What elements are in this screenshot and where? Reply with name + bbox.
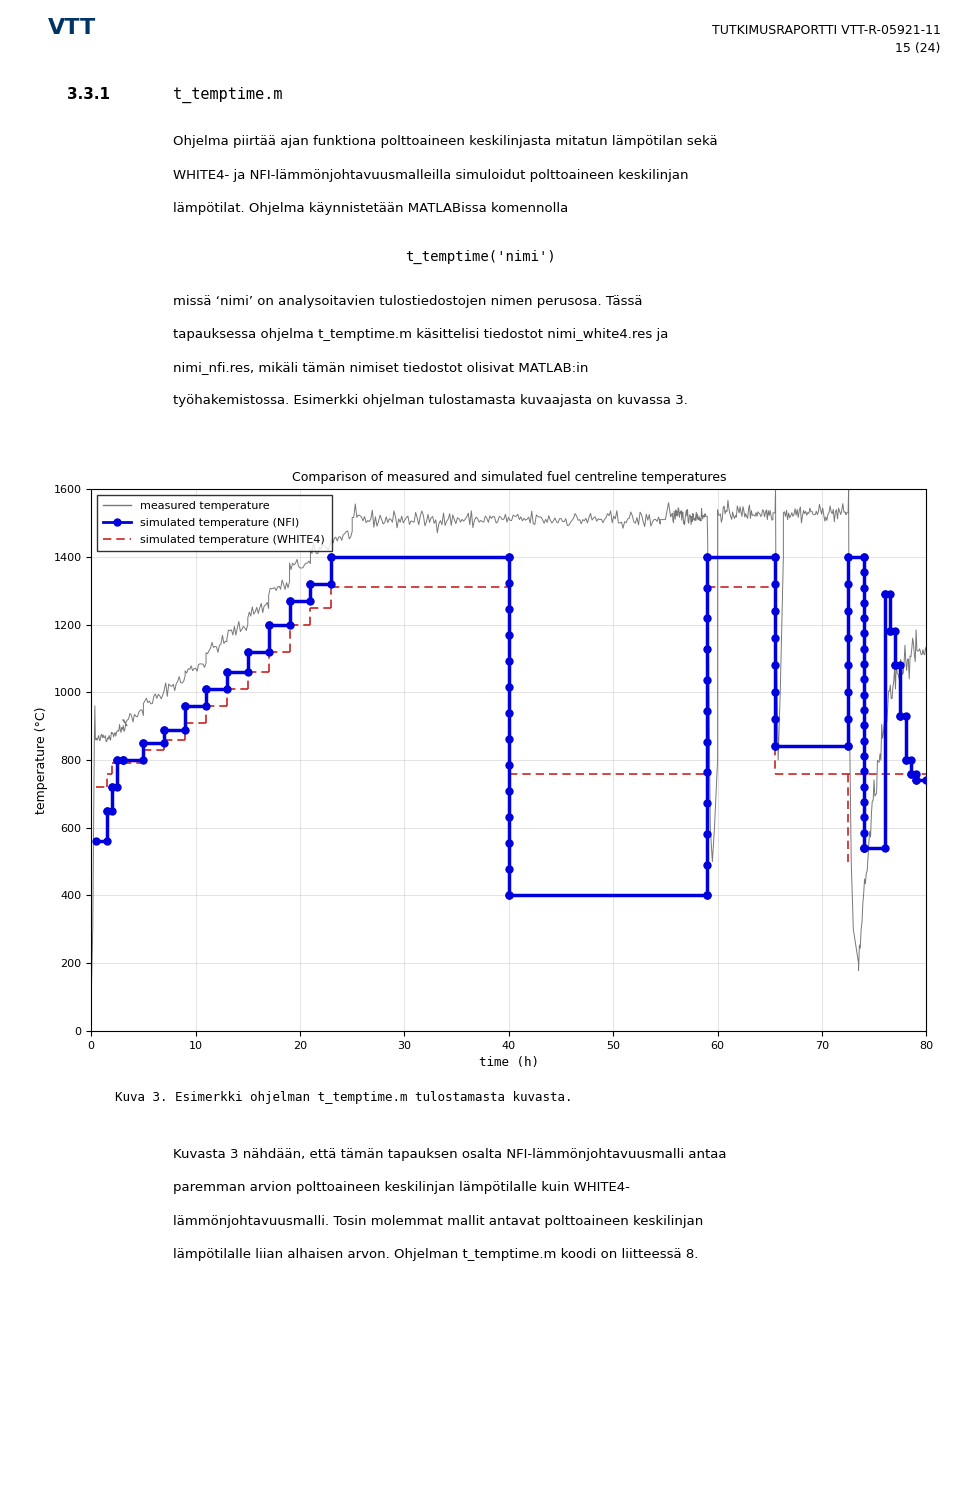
X-axis label: time (h): time (h) bbox=[479, 1057, 539, 1069]
Text: lämpötilalle liian alhaisen arvon. Ohjelman t_temptime.m koodi on liitteessä 8.: lämpötilalle liian alhaisen arvon. Ohjel… bbox=[173, 1248, 698, 1261]
Text: 3.3.1: 3.3.1 bbox=[67, 87, 110, 102]
Text: WHITE4- ja NFI-lämmönjohtavuusmalleilla simuloidut polttoaineen keskilinjan: WHITE4- ja NFI-lämmönjohtavuusmalleilla … bbox=[173, 169, 688, 182]
Text: Kuvasta 3 nähdään, että tämän tapauksen osalta NFI-lämmönjohtavuusmalli antaa: Kuvasta 3 nähdään, että tämän tapauksen … bbox=[173, 1148, 727, 1162]
Text: 15 (24): 15 (24) bbox=[896, 42, 941, 56]
Text: TUTKIMUSRAPORTTI VTT-R-05921-11: TUTKIMUSRAPORTTI VTT-R-05921-11 bbox=[712, 24, 941, 38]
Title: Comparison of measured and simulated fuel centreline temperatures: Comparison of measured and simulated fue… bbox=[292, 471, 726, 483]
Text: Kuva 3. Esimerkki ohjelman t_temptime.m tulostamasta kuvasta.: Kuva 3. Esimerkki ohjelman t_temptime.m … bbox=[115, 1091, 573, 1105]
Text: lämpötilat. Ohjelma käynnistetään MATLABissa komennolla: lämpötilat. Ohjelma käynnistetään MATLAB… bbox=[173, 202, 568, 215]
Text: työhakemistossa. Esimerkki ohjelman tulostamasta kuvaajasta on kuvassa 3.: työhakemistossa. Esimerkki ohjelman tulo… bbox=[173, 394, 687, 408]
Text: lämmönjohtavuusmalli. Tosin molemmat mallit antavat polttoaineen keskilinjan: lämmönjohtavuusmalli. Tosin molemmat mal… bbox=[173, 1215, 703, 1228]
Text: tapauksessa ohjelma t_temptime.m käsittelisi tiedostot nimi_white4.res ja: tapauksessa ohjelma t_temptime.m käsitte… bbox=[173, 328, 668, 342]
Text: paremman arvion polttoaineen keskilinjan lämpötilalle kuin WHITE4-: paremman arvion polttoaineen keskilinjan… bbox=[173, 1181, 630, 1195]
Y-axis label: temperature (°C): temperature (°C) bbox=[35, 706, 48, 814]
Text: t_temptime.m: t_temptime.m bbox=[173, 87, 282, 104]
Text: nimi_nfi.res, mikäli tämän nimiset tiedostot olisivat MATLAB:in: nimi_nfi.res, mikäli tämän nimiset tiedo… bbox=[173, 361, 588, 375]
Text: missä ‘nimi’ on analysoitavien tulostiedostojen nimen perusosa. Tässä: missä ‘nimi’ on analysoitavien tulostied… bbox=[173, 295, 642, 309]
Legend: measured temperature, simulated temperature (NFI), simulated temperature (WHITE4: measured temperature, simulated temperat… bbox=[97, 495, 331, 551]
Text: Ohjelma piirtää ajan funktiona polttoaineen keskilinjasta mitatun lämpötilan sek: Ohjelma piirtää ajan funktiona polttoain… bbox=[173, 135, 717, 149]
Text: t_temptime('nimi'): t_temptime('nimi') bbox=[404, 250, 556, 263]
Text: VTT: VTT bbox=[48, 18, 96, 38]
